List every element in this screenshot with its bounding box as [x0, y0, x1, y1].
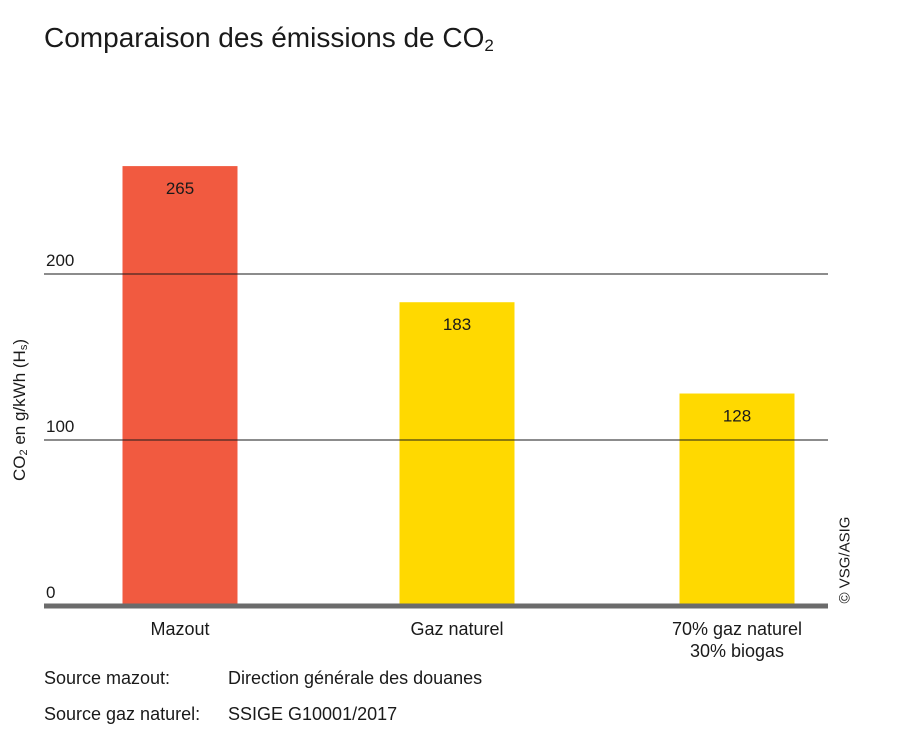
x-tick-label: Gaz naturel: [410, 619, 503, 639]
y-tick-label: 200: [46, 251, 74, 270]
bar: [122, 166, 238, 606]
data-label: 265: [166, 179, 194, 198]
source-value: Direction générale des douanes: [228, 668, 483, 688]
y-tick-label: 100: [46, 417, 74, 436]
chart-title: Comparaison des émissions de CO2: [44, 22, 494, 55]
x-tick-label: Mazout: [150, 619, 209, 639]
bar: [679, 393, 795, 606]
y-tick-label: 0: [46, 583, 55, 602]
bar: [399, 302, 515, 606]
source-line-mazout: Source mazout: Direction générale des dou…: [44, 668, 482, 689]
source-line-gas: Source gaz naturel: SSIGE G10001/2017: [44, 704, 397, 725]
data-label: 128: [723, 407, 751, 426]
data-label: 183: [443, 315, 471, 334]
copyright-note: © VSG/ASIG: [836, 516, 854, 604]
x-tick-label: 70% gaz naturel: [672, 619, 802, 639]
source-label: Source gaz naturel:: [44, 704, 201, 724]
x-tick-label: 30% biogas: [690, 641, 784, 661]
source-value: SSIGE G10001/2017: [228, 704, 398, 724]
source-label: Source mazout:: [44, 668, 171, 688]
